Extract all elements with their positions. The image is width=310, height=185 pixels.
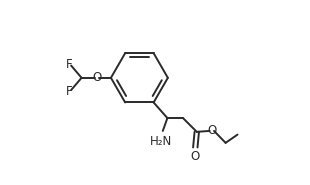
Text: H₂N: H₂N <box>150 135 172 148</box>
Text: O: O <box>191 150 200 163</box>
Text: O: O <box>93 71 102 84</box>
Text: F: F <box>66 85 73 98</box>
Text: O: O <box>207 125 216 137</box>
Text: F: F <box>66 58 73 70</box>
